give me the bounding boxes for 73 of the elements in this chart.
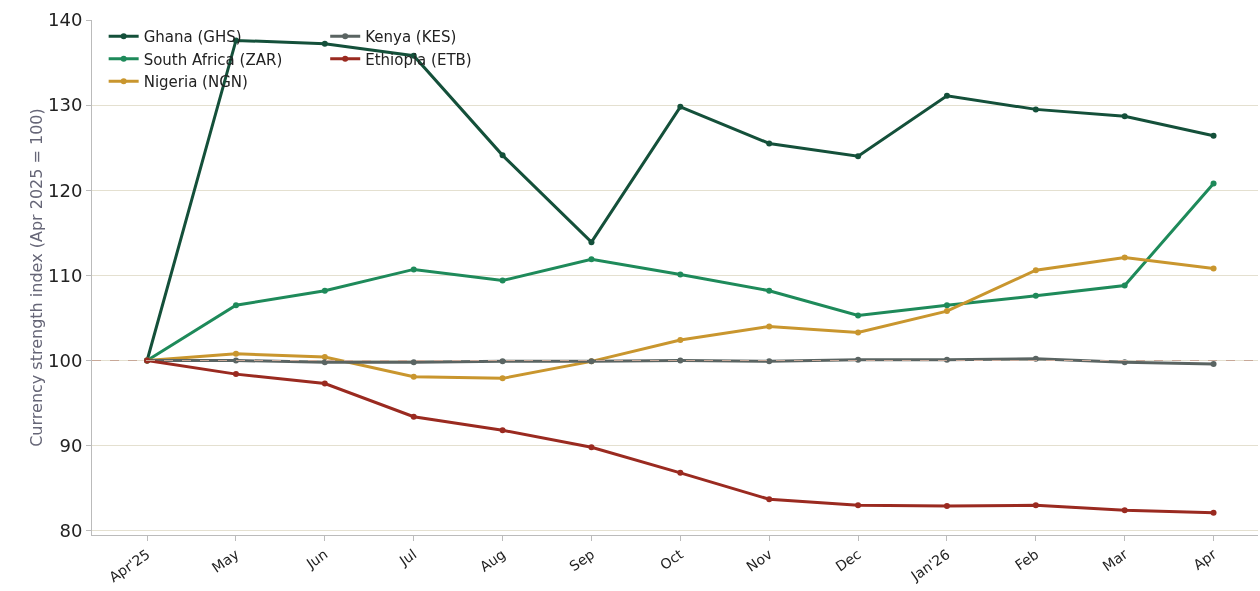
- legend-label: Kenya (KES): [365, 28, 457, 47]
- point: [499, 358, 506, 365]
- point: [410, 266, 417, 273]
- point: [499, 277, 506, 284]
- x-tick-label: Oct: [657, 545, 687, 573]
- point: [766, 287, 773, 294]
- point: [1121, 282, 1128, 289]
- y-tick-label: 90: [59, 434, 83, 456]
- point: [766, 358, 773, 365]
- point: [1210, 132, 1217, 139]
- point: [321, 359, 328, 366]
- point: [499, 375, 506, 382]
- point: [1210, 265, 1217, 272]
- point: [1121, 254, 1128, 261]
- point: [855, 356, 862, 363]
- point: [943, 302, 950, 309]
- y-tick-label: 120: [48, 179, 83, 201]
- point: [588, 256, 595, 263]
- point: [855, 329, 862, 336]
- point: [1210, 360, 1217, 367]
- x-tick-label: May: [208, 545, 242, 576]
- point: [1032, 502, 1039, 509]
- point: [1210, 180, 1217, 187]
- x-tick-label: Aug: [476, 545, 509, 575]
- point: [943, 503, 950, 510]
- y-tick-label: 140: [48, 9, 83, 31]
- point: [321, 354, 328, 361]
- point: [855, 153, 862, 160]
- y-tick-label: 80: [59, 520, 83, 542]
- point: [232, 350, 239, 357]
- x-tick-label: Sep: [566, 545, 598, 575]
- point: [855, 312, 862, 319]
- x-tick-label: Apr: [1190, 545, 1220, 573]
- point: [588, 239, 595, 246]
- point: [677, 103, 684, 110]
- point: [321, 287, 328, 294]
- point: [1032, 106, 1039, 113]
- point: [677, 337, 684, 344]
- point: [943, 92, 950, 99]
- x-tick-label: Feb: [1012, 545, 1042, 574]
- point: [766, 323, 773, 330]
- point: [1210, 509, 1217, 516]
- point: [232, 302, 239, 309]
- point: [321, 380, 328, 387]
- point: [943, 308, 950, 315]
- point: [410, 413, 417, 420]
- point: [1121, 507, 1128, 514]
- x-tick-label: Nov: [743, 545, 775, 575]
- point: [1032, 292, 1039, 299]
- point: [499, 427, 506, 434]
- y-tick-label: 130: [48, 94, 83, 116]
- y-tick-label: 110: [48, 264, 83, 286]
- point: [410, 359, 417, 366]
- x-tick-label: Dec: [832, 545, 864, 575]
- point: [588, 444, 595, 451]
- point: [410, 373, 417, 380]
- x-tick-label: Mar: [1099, 545, 1131, 575]
- point: [855, 502, 862, 509]
- x-tick-label: Jul: [395, 545, 420, 570]
- point: [321, 40, 328, 47]
- point: [677, 469, 684, 476]
- point: [677, 357, 684, 364]
- point: [232, 371, 239, 378]
- point: [499, 152, 506, 159]
- y-tick-label: 100: [48, 349, 83, 371]
- legend-label: Ghana (GHS): [143, 28, 242, 47]
- point: [677, 271, 684, 278]
- point: [1032, 267, 1039, 274]
- point: [1121, 113, 1128, 120]
- x-tick-label: Jun: [302, 545, 331, 573]
- point: [766, 496, 773, 503]
- point: [766, 140, 773, 147]
- y-axis-title: Currency strength index (Apr 2025 = 100): [27, 108, 47, 447]
